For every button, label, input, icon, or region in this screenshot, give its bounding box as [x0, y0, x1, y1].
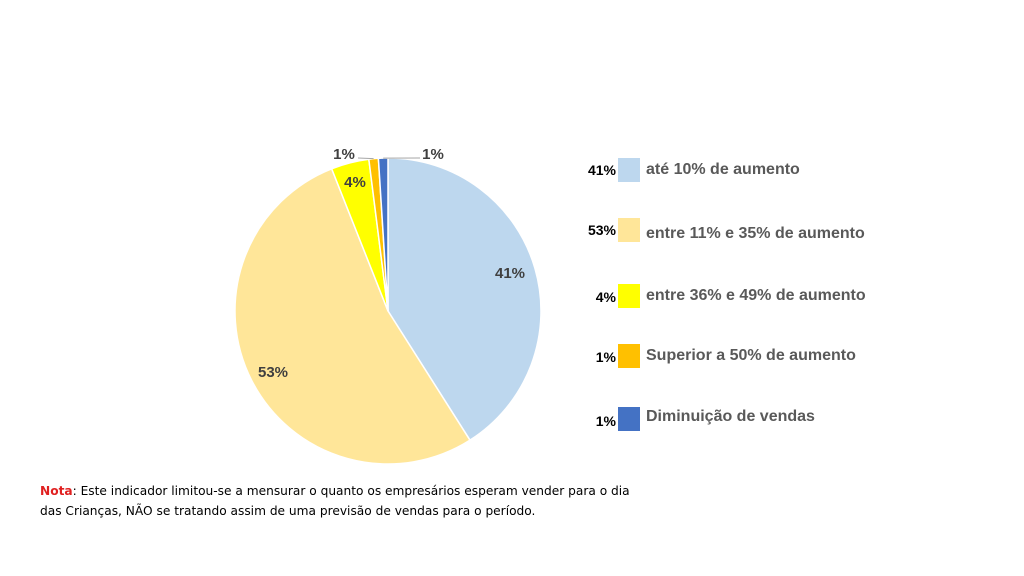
- legend-label: entre 36% e 49% de aumento: [646, 287, 866, 304]
- legend-pct: 4%: [595, 289, 616, 305]
- legend-pct: 1%: [595, 413, 616, 429]
- legend-swatch: [618, 218, 640, 242]
- legend-label: Superior a 50% de aumento: [646, 347, 856, 364]
- pie-slice: [234, 167, 472, 465]
- legend-swatch: [618, 344, 640, 368]
- pie-slice: [387, 157, 542, 442]
- legend-label: entre 11% e 35% de aumento: [646, 225, 865, 242]
- legend-swatch: [618, 407, 640, 431]
- legend-label: Diminuição de vendas: [646, 408, 815, 425]
- slice-value-label: 1%: [422, 146, 444, 163]
- legend-swatch: [618, 158, 640, 182]
- footnote-text: : Este indicador limitou-se a mensurar o…: [40, 484, 630, 518]
- slice-value-label: 4%: [344, 174, 366, 191]
- legend-label: até 10% de aumento: [646, 161, 800, 178]
- footnote: Nota: Este indicador limitou-se a mensur…: [40, 481, 630, 521]
- slice-value-label: 53%: [258, 364, 288, 381]
- slice-value-label: 1%: [333, 146, 355, 163]
- legend-swatch: [618, 284, 640, 308]
- footnote-label: Nota: [40, 484, 73, 498]
- legend-pct: 53%: [587, 222, 616, 238]
- slice-value-label: 41%: [495, 265, 525, 282]
- leader-line: [357, 157, 374, 160]
- legend-pct: 1%: [595, 349, 616, 365]
- legend-pct: 41%: [587, 162, 616, 178]
